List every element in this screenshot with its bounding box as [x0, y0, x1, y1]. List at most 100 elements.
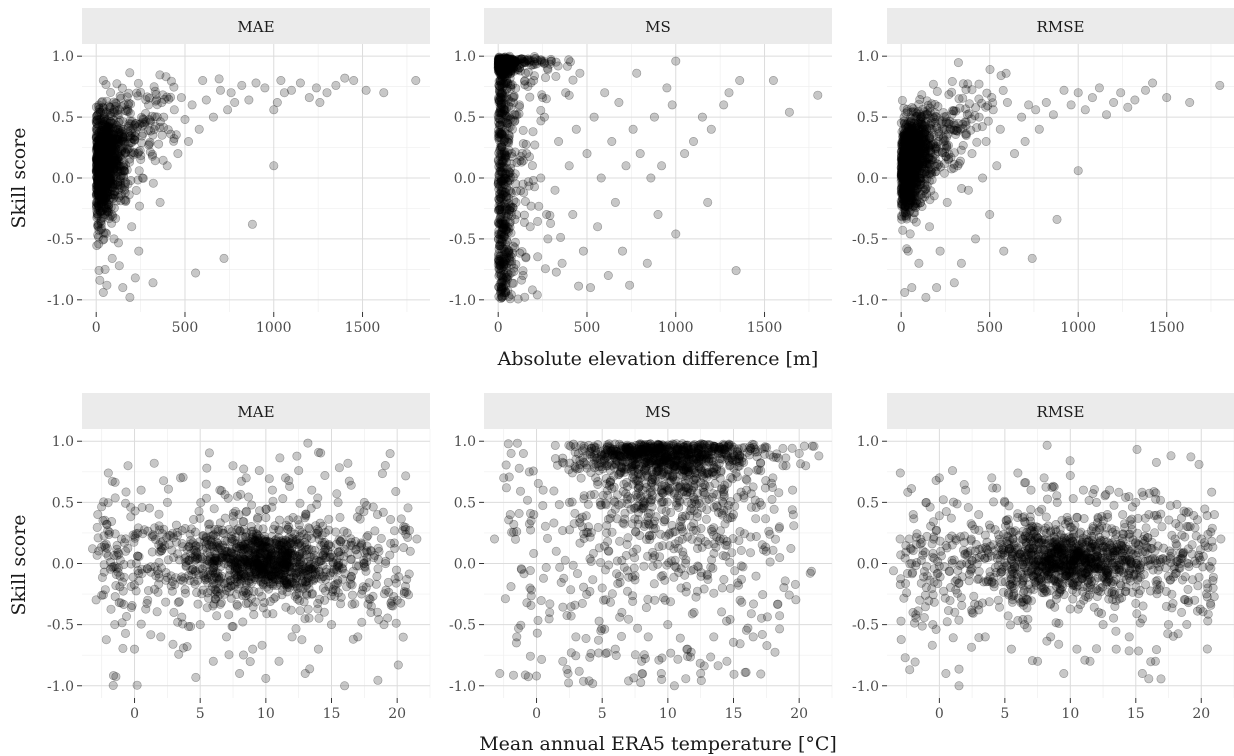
data-point	[530, 140, 540, 150]
data-point	[230, 98, 240, 108]
data-point	[504, 186, 514, 196]
data-point	[114, 138, 124, 148]
data-point	[1148, 78, 1158, 88]
data-point	[134, 246, 144, 256]
data-point	[646, 173, 656, 183]
data-point	[358, 582, 368, 592]
data-point	[1080, 105, 1090, 115]
data-point	[169, 552, 179, 562]
data-point	[154, 509, 164, 519]
data-point	[346, 554, 356, 564]
data-point	[304, 93, 314, 103]
data-point	[210, 594, 220, 604]
data-point	[496, 133, 506, 143]
data-point	[513, 294, 523, 304]
data-point	[996, 71, 1006, 81]
data-point	[359, 507, 369, 517]
x-tick-label: 15	[323, 706, 341, 722]
data-point	[177, 526, 187, 536]
data-point	[391, 618, 401, 628]
data-point	[355, 514, 365, 524]
data-point	[100, 209, 110, 219]
data-point	[269, 105, 279, 115]
data-point	[238, 517, 248, 527]
data-point	[385, 449, 395, 459]
data-point	[95, 149, 105, 159]
data-point	[322, 564, 332, 574]
data-point	[118, 130, 128, 140]
data-point	[202, 603, 212, 613]
data-point	[274, 551, 284, 561]
data-point	[109, 234, 119, 244]
data-point	[724, 88, 734, 98]
data-point	[373, 675, 383, 685]
data-point	[642, 258, 652, 268]
y-tick-label: -1.0	[449, 293, 476, 309]
data-point	[1017, 112, 1027, 122]
data-point	[927, 167, 937, 177]
data-point	[978, 173, 988, 183]
data-point	[574, 281, 584, 291]
data-point	[121, 498, 131, 508]
data-point	[103, 210, 113, 220]
data-point	[236, 569, 246, 579]
data-point	[120, 139, 130, 149]
data-point	[117, 183, 127, 193]
data-point	[985, 210, 995, 220]
data-point	[307, 589, 317, 599]
data-point	[510, 214, 520, 224]
data-point	[517, 247, 527, 257]
data-point	[99, 129, 109, 139]
data-point	[561, 88, 571, 98]
data-point	[313, 447, 323, 457]
data-point	[662, 83, 672, 93]
data-point	[105, 160, 115, 170]
data-point	[139, 115, 149, 125]
data-point	[247, 219, 257, 229]
data-point	[94, 171, 104, 181]
data-point	[114, 105, 124, 115]
data-point	[253, 558, 263, 568]
data-point	[96, 153, 106, 163]
data-point	[506, 228, 516, 238]
data-point	[97, 138, 107, 148]
data-point	[349, 76, 359, 86]
data-point	[502, 76, 512, 86]
data-point	[534, 201, 544, 211]
data-point	[905, 172, 915, 182]
data-point	[101, 80, 111, 90]
panel-0-ms: MS0 500 1000 1500-1.0-0.50.00.51.0	[449, 8, 832, 336]
data-point	[102, 164, 112, 174]
data-point	[141, 117, 151, 127]
data-point	[937, 116, 947, 126]
data-point	[92, 122, 102, 132]
data-point	[113, 149, 123, 159]
data-point	[115, 177, 125, 187]
data-point	[381, 556, 391, 566]
y-tick-label: -0.5	[47, 232, 74, 248]
data-point	[101, 539, 111, 549]
data-point	[111, 153, 121, 163]
y-tick-label: 0.5	[454, 110, 476, 126]
data-point	[947, 109, 957, 119]
data-point	[295, 498, 305, 508]
data-point	[909, 182, 919, 192]
data-point	[125, 292, 135, 302]
data-point	[126, 134, 136, 144]
data-point	[554, 137, 564, 147]
data-point	[390, 543, 400, 553]
data-point	[370, 526, 380, 536]
data-point	[193, 599, 203, 609]
x-tick-label: 1500	[1149, 320, 1185, 336]
data-point	[99, 139, 109, 149]
data-point	[94, 157, 104, 167]
data-point	[532, 290, 542, 300]
data-point	[130, 135, 140, 145]
data-point	[617, 246, 627, 256]
data-point	[897, 188, 907, 198]
data-point	[245, 657, 255, 667]
y-tick-label: -0.5	[449, 232, 476, 248]
data-point	[511, 83, 521, 93]
data-point	[102, 96, 112, 106]
